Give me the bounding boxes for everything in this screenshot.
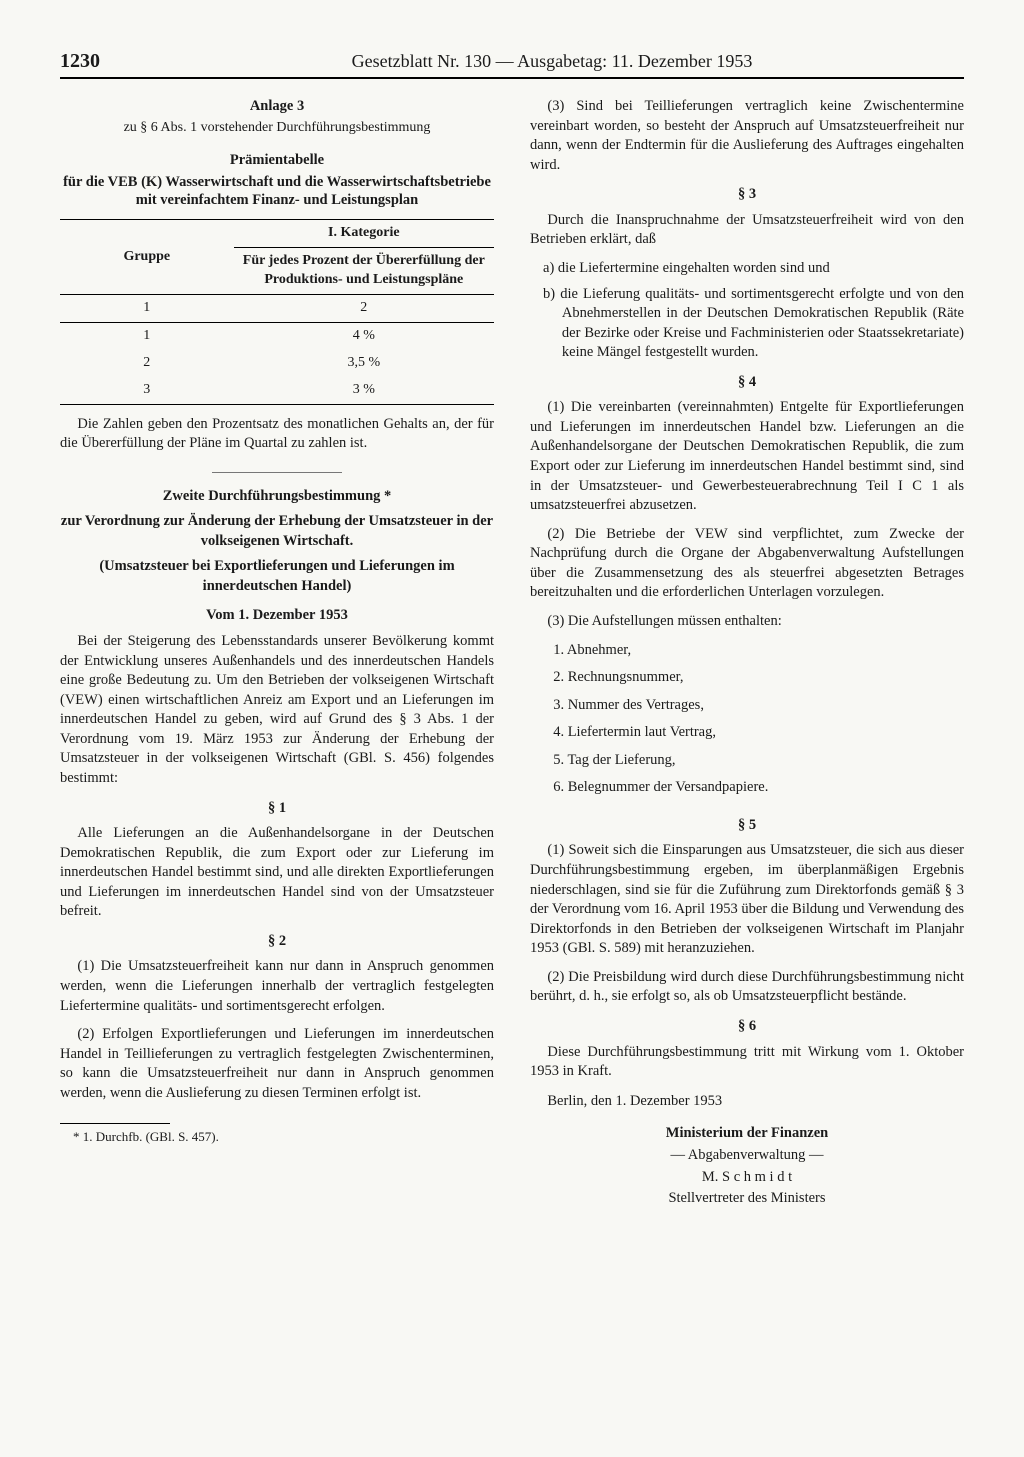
footnote-text: * 1. Durchfb. (GBl. S. 457). bbox=[60, 1128, 494, 1146]
table-cell: 3 bbox=[60, 377, 234, 404]
section-3-intro: Durch die Inanspruchnahme der Umsatzsteu… bbox=[530, 211, 964, 250]
table-note: Die Zahlen geben den Prozentsatz des mon… bbox=[60, 415, 494, 454]
page-header: 1230 Gesetzblatt Nr. 130 — Ausgabetag: 1… bbox=[60, 50, 964, 79]
section-2-para-2: (2) Erfolgen Exportlieferungen und Liefe… bbox=[60, 1025, 494, 1103]
signature-dept: — Abgabenverwaltung — bbox=[530, 1145, 964, 1167]
enum-item: 5. Tag der Lieferung, bbox=[574, 751, 965, 771]
section-5-para-2: (2) Die Preisbildung wird durch diese Du… bbox=[530, 968, 964, 1007]
left-column: Anlage 3 zu § 6 Abs. 1 vorstehender Durc… bbox=[60, 97, 494, 1210]
preamble-paragraph: Bei der Steigerung des Lebensstandards u… bbox=[60, 632, 494, 789]
praemientabelle-title: Prämientabelle bbox=[60, 151, 494, 171]
anlage-subheading: zu § 6 Abs. 1 vorstehender Durchführungs… bbox=[60, 119, 494, 138]
enum-item: 6. Belegnummer der Versandpapiere. bbox=[574, 778, 965, 798]
section-1-heading: § 1 bbox=[60, 799, 494, 819]
section-3-item-b: b) die Lieferung qualitäts- und sortimen… bbox=[562, 285, 964, 363]
section-4-para-2: (2) Die Betriebe der VEW sind verpflicht… bbox=[530, 525, 964, 603]
table-cell: 2 bbox=[60, 350, 234, 377]
ordinance-title-3: (Umsatzsteuer bei Exportlieferungen und … bbox=[60, 557, 494, 596]
ordinance-title-1: Zweite Durchführungsbestimmung * bbox=[60, 487, 494, 507]
two-column-layout: Anlage 3 zu § 6 Abs. 1 vorstehender Durc… bbox=[60, 97, 964, 1210]
table-colnum-1: 1 bbox=[60, 294, 234, 322]
signature-name: M. S c h m i d t bbox=[530, 1167, 964, 1189]
section-2-para-1: (1) Die Umsatzsteuerfreiheit kann nur da… bbox=[60, 957, 494, 1016]
enum-item: 4. Liefertermin laut Vertrag, bbox=[574, 723, 965, 743]
enum-item: 3. Nummer des Vertrages, bbox=[574, 696, 965, 716]
section-6-body: Diese Durchführungsbestimmung tritt mit … bbox=[530, 1043, 964, 1082]
section-1-body: Alle Lieferungen an die Außenhandelsorga… bbox=[60, 824, 494, 922]
header-title: Gesetzblatt Nr. 130 — Ausgabetag: 11. De… bbox=[140, 51, 964, 72]
section-rule bbox=[212, 472, 342, 473]
section-4-heading: § 4 bbox=[530, 373, 964, 393]
enum-item: 1. Abnehmer, bbox=[574, 641, 965, 661]
section-5-heading: § 5 bbox=[530, 816, 964, 836]
praemien-table: Gruppe I. Kategorie Für jedes Prozent de… bbox=[60, 219, 494, 404]
table-header-kategorie: I. Kategorie bbox=[234, 220, 494, 248]
section-3-heading: § 3 bbox=[530, 185, 964, 205]
table-cell: 1 bbox=[60, 322, 234, 349]
table-colnum-2: 2 bbox=[234, 294, 494, 322]
section-5-para-1: (1) Soweit sich die Einsparungen aus Ums… bbox=[530, 841, 964, 958]
page: 1230 Gesetzblatt Nr. 130 — Ausgabetag: 1… bbox=[0, 0, 1024, 1457]
section-4-para-3-intro: (3) Die Aufstellungen müssen enthalten: bbox=[530, 612, 964, 632]
table-cell: 3,5 % bbox=[234, 350, 494, 377]
signature-ministry: Ministerium der Finanzen bbox=[530, 1123, 964, 1145]
section-6-heading: § 6 bbox=[530, 1017, 964, 1037]
signature-title: Stellvertreter des Ministers bbox=[530, 1188, 964, 1210]
anlage-heading: Anlage 3 bbox=[60, 97, 494, 117]
place-date: Berlin, den 1. Dezember 1953 bbox=[530, 1092, 964, 1112]
table-header-desc: Für jedes Prozent der Übererfüllung der … bbox=[234, 248, 494, 295]
praemientabelle-subtitle: für die VEB (K) Wasserwirtschaft und die… bbox=[60, 173, 494, 209]
right-column: (3) Sind bei Teillieferungen vertraglich… bbox=[530, 97, 964, 1210]
table-cell: 3 % bbox=[234, 377, 494, 404]
section-4-para-1: (1) Die vereinbarten (vereinnahmten) Ent… bbox=[530, 398, 964, 515]
enum-item: 2. Rechnungsnummer, bbox=[574, 668, 965, 688]
section-2-heading: § 2 bbox=[60, 932, 494, 952]
page-number: 1230 bbox=[60, 50, 140, 73]
footnote-rule bbox=[60, 1123, 170, 1124]
ordinance-title-2: zur Verordnung zur Änderung der Erhebung… bbox=[60, 512, 494, 551]
table-header-gruppe: Gruppe bbox=[60, 220, 234, 295]
section-3-item-a: a) die Liefertermine eingehalten worden … bbox=[562, 259, 964, 279]
signature-block: Ministerium der Finanzen — Abgabenverwal… bbox=[530, 1123, 964, 1210]
table-cell: 4 % bbox=[234, 322, 494, 349]
section-2-para-3: (3) Sind bei Teillieferungen vertraglich… bbox=[530, 97, 964, 175]
ordinance-date: Vom 1. Dezember 1953 bbox=[60, 606, 494, 626]
